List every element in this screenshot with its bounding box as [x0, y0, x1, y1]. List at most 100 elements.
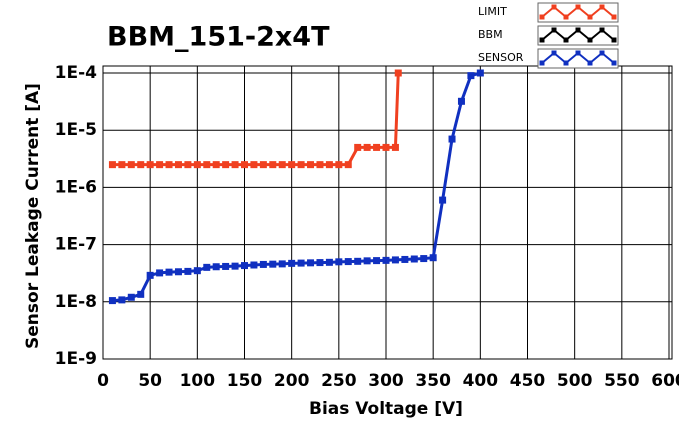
series-line [112, 71, 481, 303]
marker [212, 263, 220, 271]
chart-title: BBM_151-2x4T [107, 22, 330, 53]
marker [184, 267, 192, 275]
y-tick-label: 1E-6 [55, 177, 97, 197]
legend-marker [587, 14, 593, 20]
plot-area [102, 65, 673, 360]
marker [410, 255, 418, 263]
marker [401, 255, 409, 263]
y-tick-label: 1E-7 [55, 235, 97, 255]
legend-swatch [537, 48, 619, 69]
marker [165, 161, 173, 169]
marker [316, 259, 324, 267]
marker [354, 257, 362, 265]
marker [118, 161, 126, 169]
marker [429, 254, 437, 262]
legend-label: BBM [478, 28, 503, 41]
legend-label: SENSOR [478, 51, 524, 64]
x-tick-label: 150 [227, 371, 263, 391]
marker [203, 161, 211, 169]
marker [174, 161, 182, 169]
marker [259, 161, 267, 169]
marker [394, 69, 402, 77]
marker [222, 262, 230, 270]
marker [108, 297, 116, 305]
marker [156, 269, 164, 277]
x-tick-label: 600 [651, 371, 679, 391]
marker [278, 161, 286, 169]
marker [373, 257, 381, 265]
legend-marker [539, 14, 545, 20]
marker [344, 258, 352, 266]
x-tick-label: 300 [368, 371, 404, 391]
marker [278, 260, 286, 268]
legend-marker [563, 37, 569, 43]
x-tick-label: 550 [604, 371, 640, 391]
marker [391, 143, 399, 151]
marker [335, 258, 343, 266]
x-tick-label: 50 [138, 371, 162, 391]
marker [156, 161, 164, 169]
marker [137, 290, 145, 298]
legend-marker [563, 14, 569, 20]
x-axis-label: Bias Voltage [V] [309, 399, 463, 419]
legend-marker [539, 60, 545, 66]
marker [307, 259, 315, 267]
marker [391, 256, 399, 264]
marker [146, 271, 154, 279]
marker [420, 255, 428, 263]
marker [382, 256, 390, 264]
marker [363, 257, 371, 265]
marker [193, 267, 201, 275]
x-tick-label: 250 [321, 371, 357, 391]
x-tick-label: 100 [180, 371, 216, 391]
legend-label: LIMIT [478, 5, 507, 18]
legend-marker [551, 50, 557, 56]
x-tick-label: 0 [97, 371, 109, 391]
marker [297, 259, 305, 267]
legend-marker [575, 27, 581, 33]
marker [259, 260, 267, 268]
x-tick-label: 200 [274, 371, 310, 391]
marker [269, 161, 277, 169]
marker [288, 259, 296, 267]
marker [174, 268, 182, 276]
marker [241, 161, 248, 169]
marker [250, 261, 258, 269]
marker [193, 161, 201, 169]
legend-marker [575, 50, 581, 56]
legend-marker [575, 4, 581, 10]
marker [354, 143, 362, 151]
marker [127, 293, 135, 301]
marker [439, 196, 447, 204]
marker [203, 263, 211, 271]
marker [373, 143, 381, 151]
marker [146, 161, 154, 169]
marker [476, 69, 484, 77]
marker [344, 161, 352, 169]
marker [335, 161, 343, 169]
marker [363, 143, 371, 151]
plot [108, 69, 484, 305]
marker [231, 262, 239, 270]
marker [108, 161, 116, 169]
marker [307, 161, 315, 169]
marker [467, 72, 475, 80]
legend-marker [599, 27, 605, 33]
legend-marker [611, 60, 617, 66]
legend-swatch [537, 2, 619, 23]
y-tick-label: 1E-5 [55, 120, 97, 140]
x-tick-label: 350 [415, 371, 451, 391]
marker [316, 161, 324, 169]
marker [184, 161, 192, 169]
legend-marker [551, 27, 557, 33]
marker [250, 161, 258, 169]
y-tick-label: 1E-4 [55, 63, 97, 83]
x-tick-label: 400 [463, 371, 499, 391]
marker [231, 161, 239, 169]
legend-marker [587, 60, 593, 66]
marker [325, 258, 333, 266]
y-axis-label: Sensor Leakage Current [A] [23, 83, 43, 349]
y-tick-label: 1E-9 [55, 349, 97, 369]
legend-marker [563, 60, 569, 66]
